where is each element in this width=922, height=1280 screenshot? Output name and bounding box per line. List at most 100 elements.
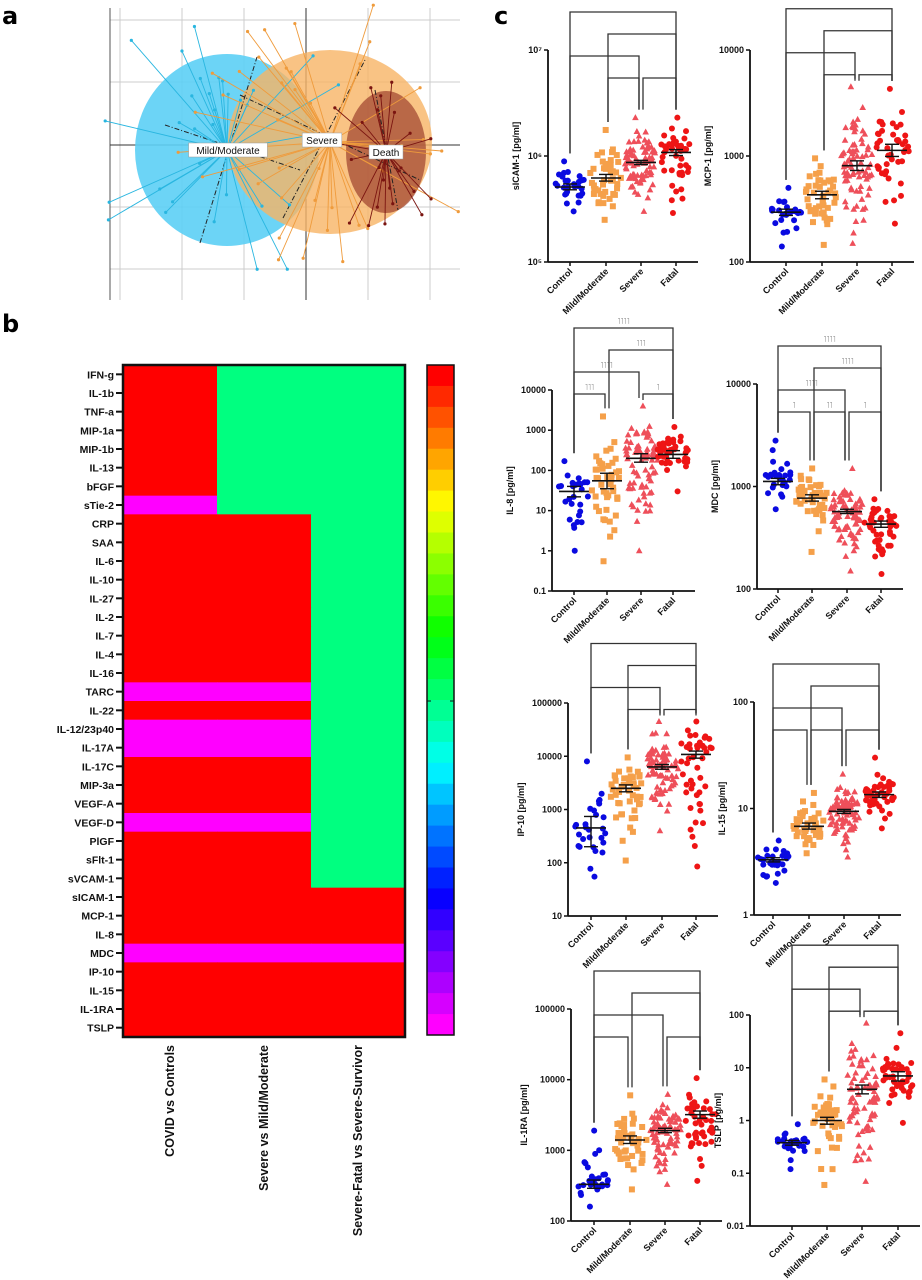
data-point: [833, 798, 840, 805]
data-point: [621, 1126, 628, 1133]
significance-bracket: [631, 992, 701, 1088]
y-tick-label: 10000: [726, 379, 751, 389]
data-point: [648, 456, 656, 463]
spoke-line: [349, 151, 387, 224]
sample-point: [429, 197, 433, 201]
sample-point: [210, 71, 214, 75]
data-point: [614, 181, 621, 188]
data-point: [669, 145, 676, 152]
heatmap-cell: [123, 943, 218, 963]
data-point: [779, 852, 786, 859]
data-point: [767, 472, 774, 479]
heatmap-cell: [311, 869, 406, 889]
data-point: [671, 1149, 678, 1156]
data-point: [623, 437, 631, 444]
data-point: [857, 1056, 865, 1063]
x-tick-label: Severe: [617, 266, 645, 294]
data-point: [847, 83, 855, 90]
data-point: [810, 841, 817, 848]
data-point: [642, 128, 649, 135]
data-point: [686, 141, 693, 148]
heatmap-cell: [217, 738, 312, 758]
sample-point: [375, 205, 379, 209]
data-point: [855, 1142, 863, 1149]
data-point: [775, 837, 782, 844]
heatmap-cell: [217, 645, 312, 665]
data-point: [566, 516, 573, 523]
sample-point: [368, 40, 372, 44]
data-point: [626, 479, 634, 486]
significance-bracket: [642, 393, 674, 420]
data-point: [829, 818, 837, 825]
data-point: [625, 138, 633, 145]
data-point: [599, 465, 606, 472]
heatmap-cell: [217, 981, 312, 1001]
data-point: [848, 148, 856, 155]
data-point: [833, 1107, 840, 1114]
spoke-line: [329, 5, 374, 143]
y-tick-label: 100000: [535, 1004, 565, 1014]
y-tick-label: 100: [729, 257, 744, 267]
data-point: [624, 754, 631, 761]
data-point: [600, 165, 607, 172]
data-point: [839, 497, 847, 504]
heatmap-row-label: TSLP: [87, 1023, 114, 1035]
heatmap-row-label: VEGF-A: [74, 799, 114, 811]
x-tick-label: Control: [569, 1225, 599, 1255]
sample-point: [107, 200, 111, 204]
data-point: [879, 127, 886, 134]
data-point: [821, 214, 828, 221]
data-point: [821, 505, 828, 512]
data-point: [839, 770, 847, 777]
data-point: [648, 463, 656, 470]
spoke-line: [226, 149, 263, 207]
data-point: [663, 756, 671, 763]
data-point: [816, 501, 823, 508]
data-point: [854, 800, 861, 807]
data-point: [898, 1066, 905, 1073]
significance-bracket: [573, 327, 674, 454]
data-point: [842, 817, 849, 824]
data-point: [634, 768, 641, 775]
sample-point: [224, 193, 229, 197]
data-point: [703, 748, 710, 755]
data-point: [891, 1091, 898, 1098]
data-point: [848, 1047, 855, 1054]
data-point: [781, 1131, 788, 1138]
heatmap-cell: [123, 607, 218, 627]
data-point: [836, 1133, 843, 1140]
heatmap-cell: [123, 906, 218, 926]
heatmap-cell: [311, 850, 406, 870]
sample-point: [212, 220, 216, 224]
sample-point: [221, 93, 225, 97]
spoke-line: [172, 149, 228, 203]
data-point: [895, 138, 902, 145]
heatmap-cell: [217, 962, 312, 982]
data-point: [659, 753, 667, 760]
data-point: [581, 1159, 588, 1166]
heatmap-cell: [311, 626, 406, 646]
data-point: [886, 810, 893, 817]
data-point: [805, 203, 812, 210]
data-point: [618, 811, 625, 818]
data-point: [599, 461, 606, 468]
heatmap-cell: [311, 682, 406, 702]
significance-stars: ˥˥: [826, 401, 832, 410]
data-point: [648, 143, 655, 150]
data-point: [689, 781, 696, 788]
data-point: [821, 1076, 828, 1083]
data-point: [832, 1111, 839, 1118]
sample-point: [238, 98, 243, 102]
data-point: [857, 182, 865, 189]
spoke-line: [370, 87, 387, 153]
data-point: [834, 511, 842, 518]
heatmap-cell: [217, 943, 312, 963]
heatmap-cell: [123, 682, 218, 702]
data-point: [600, 488, 607, 495]
data-point: [884, 507, 891, 514]
significance-bracket: [828, 966, 899, 1072]
data-point: [638, 483, 645, 490]
data-point: [664, 1090, 672, 1097]
heatmap-cell: [123, 794, 218, 814]
data-point: [630, 1115, 637, 1122]
